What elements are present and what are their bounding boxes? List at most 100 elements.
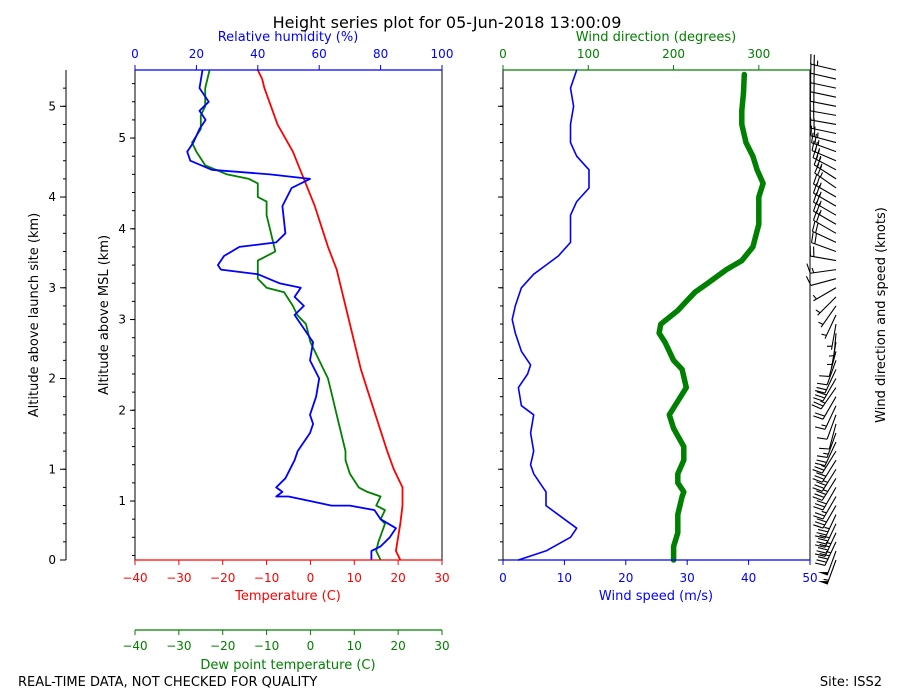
wind-barb-shaft [814,172,837,189]
wind-barb-shaft [813,164,837,180]
wind-barb [811,232,837,252]
outer-y-axis-label: Altitude above launch site (km) [27,213,42,417]
wind-barb-axis-label: Wind direction and speed (knots) [874,207,889,423]
wind-barb-layer [805,53,837,585]
wind-barb-shaft [824,523,837,548]
wind-barb-flag [814,544,826,548]
wind-barb-shaft [830,323,837,350]
wind-barb [821,314,837,339]
wind-barb-flag [819,543,830,548]
wind-barb-flag [816,518,827,523]
footer-site: Site: ISS2 [820,675,882,690]
wind-barb-flag [816,472,827,477]
wind-barb-shaft [810,278,837,286]
temperature-axis-tick-label: 20 [391,571,406,585]
wind-barb-shaft [812,230,837,243]
wind-barb-half-flag [820,400,826,404]
wind-barb [814,369,837,394]
wind-tick-layer: 0 10 20 30 40 50 0 100 200 300 [498,47,818,585]
wind-barb-half-flag [823,452,829,455]
wind-barb-shaft [810,72,837,80]
wind-barb-half-flag [819,200,822,206]
wind-barb [809,109,837,125]
wind-barb-shaft [817,296,837,316]
outer-y-tick-label: 5 [48,99,56,113]
wind-barb-shaft [826,550,837,576]
wind-barb-flag [816,500,827,505]
wind-barb-shaft [826,360,837,385]
inner-y-tick-label: 2 [118,403,126,417]
wind-barb-half-flag [819,209,822,215]
wind-barb [805,276,837,286]
wind-barb [819,423,837,450]
wind-barb-flag [814,493,825,498]
wind-barb [812,468,837,492]
wind-barb-flag [817,528,829,533]
wind-speed-axis-tick-label: 50 [802,571,817,585]
wind-barb [816,432,837,458]
wind-barb-shaft [824,441,837,466]
wind-barb-shaft [820,387,837,410]
wind-barb-shaft [826,432,837,458]
wind-barb-half-flag [822,489,828,492]
wind-barb-shaft [813,192,837,207]
wind-barb-half-flag [821,510,827,514]
wind-barb [811,132,837,153]
wind-barb [828,333,837,360]
wind-barb [811,387,837,410]
wind-barb-flag [816,559,827,563]
wind-barb-shaft [812,157,837,171]
wind-barb-flag [814,475,825,480]
wind-plot-frame [502,69,811,561]
wind-barb-shaft [821,459,837,483]
wind-barb-flag [813,397,824,402]
wind-barb-shaft [813,210,837,225]
wind-barb-flag [813,515,824,520]
wind-barb-flag [814,553,826,557]
temperature-axis-tick-label: 0 [307,571,315,585]
wind-barb-shaft [810,63,837,71]
thermo-series-layer [186,69,404,561]
wind-barb-shaft [810,255,837,262]
wind-barb-flag [816,481,827,486]
wind-barb [813,505,837,529]
wind-barb [810,53,837,71]
wind-barb-flag [814,133,817,145]
wind-barb-half-flag [822,480,828,483]
temperature-axis-label: Temperature (C) [234,589,341,604]
outer-y-tick-label: 3 [48,281,56,295]
wind-barb [814,532,837,557]
wind-direction-axis-tick-label: 300 [747,47,770,61]
temperature-axis-tick-label: −40 [122,571,147,585]
wind-barb [814,405,837,430]
wind-direction-axis-label: Wind direction (degrees) [576,30,736,45]
wind-barb [812,174,837,198]
dewpoint-axis-tick-label: 0 [307,639,315,653]
wind-barb-half-flag [817,140,820,146]
wind-barb-flag [816,391,827,396]
dewpoint-axis-tick-label: −20 [210,639,235,653]
wind-barb-flag [814,521,825,526]
dewpoint-axis-tick-label: 10 [347,639,362,653]
wind-speed-axis-tick-label: 10 [557,571,572,585]
wind-barb-flag [814,233,817,244]
wind-barb [817,550,837,576]
wind-barb-shaft [824,532,837,557]
wind-barb-shaft [822,505,837,529]
wind-barb-shaft [810,119,837,125]
wind-barb-shaft [821,450,837,474]
wind-barb [815,296,837,316]
wind-speed-axis-tick-label: 0 [499,571,507,585]
wind-barb-shaft [826,414,837,440]
wind-barb-shaft [822,378,837,402]
outer-y-tick-label: 4 [48,190,56,204]
wind-barb-shaft [813,201,837,216]
thermo-tick-layer: −40 −30 −20 −10 0 10 20 30−40 −30 −20 −10 0 10 20 300 2… [48,47,453,653]
wind-barb-shaft [822,496,837,520]
rh-axis-label: Relative humidity (%) [218,30,359,45]
temperature-line [256,69,404,561]
relative-humidity-line [186,69,397,560]
wind-barb-flag [806,263,811,274]
wind-barb-half-flag [815,309,821,314]
